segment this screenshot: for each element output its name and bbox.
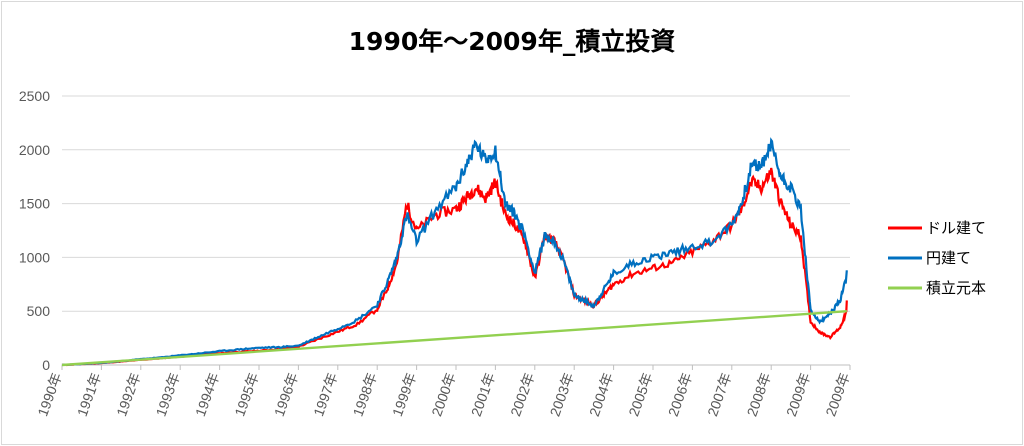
x-tick-label: 2000年: [428, 371, 458, 419]
x-tick-label: 1997年: [310, 371, 340, 419]
x-tick-label: 2004年: [586, 371, 616, 419]
x-tick-label: 2009年: [783, 371, 813, 419]
y-tick-label: 500: [27, 303, 51, 319]
x-tick-label: 1990年: [34, 371, 64, 419]
x-tick-label: 2007年: [704, 371, 734, 419]
x-tick-label: 1999年: [389, 371, 419, 419]
y-tick-label: 1500: [19, 196, 50, 212]
x-tick-label: 1993年: [153, 371, 183, 419]
x-tick-label: 1991年: [74, 371, 104, 419]
series-line-dollar: [61, 167, 848, 367]
x-tick-label: 2008年: [744, 371, 774, 419]
x-tick-label: 2006年: [665, 371, 695, 419]
x-tick-label: 1994年: [192, 371, 222, 419]
y-tick-label: 2000: [19, 142, 50, 158]
series-line-yen: [61, 137, 848, 367]
y-tick-label: 2500: [19, 88, 50, 104]
legend-label: 円建て: [926, 249, 971, 267]
chart-title: 1990年～2009年_積立投資: [348, 27, 676, 56]
x-tick-label: 2002年: [507, 371, 537, 419]
x-tick-label: 2001年: [468, 371, 498, 419]
x-tick-label: 1996年: [271, 371, 301, 419]
x-tick-label: 2005年: [625, 371, 655, 419]
x-tick-label: 1995年: [231, 371, 261, 419]
series-line-principal: [61, 310, 847, 367]
legend-label: 積立元本: [926, 279, 986, 297]
legend-label: ドル建て: [926, 219, 986, 237]
y-tick-label: 1000: [19, 249, 50, 265]
x-tick-label: 2003年: [547, 371, 577, 419]
x-tick-label: 2009年: [822, 371, 852, 419]
x-tick-label: 1998年: [350, 371, 380, 419]
x-tick-label: 1992年: [113, 371, 143, 419]
y-tick-label: 0: [42, 357, 50, 373]
